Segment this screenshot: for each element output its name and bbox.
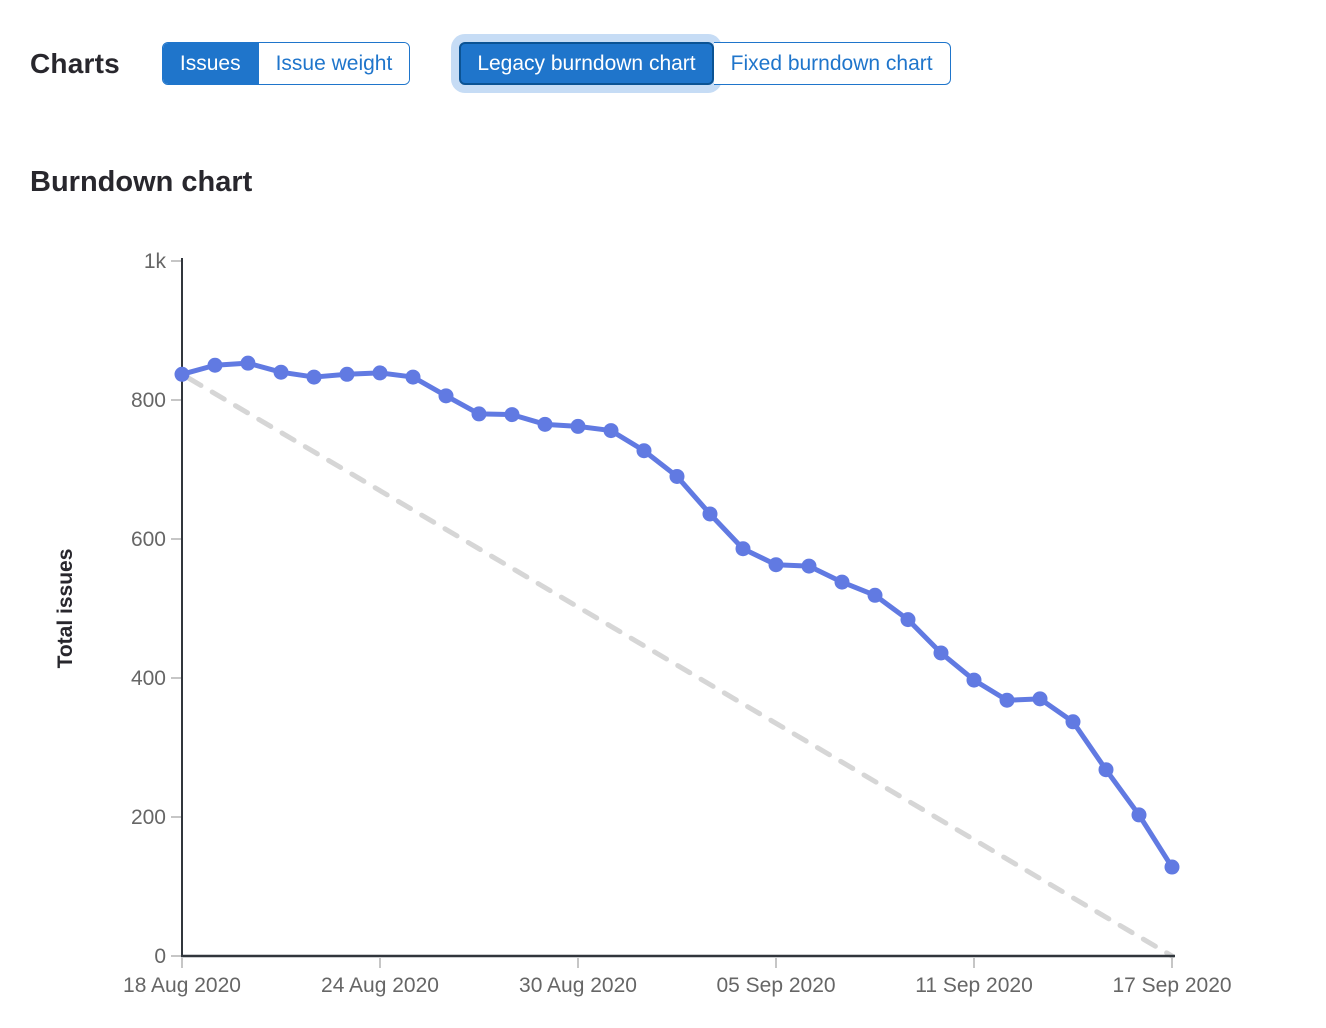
issues-series-line [179,360,1175,870]
charts-label: Charts [30,47,120,79]
issues-data-point[interactable] [735,541,751,557]
y-tick-label: 800 [131,389,166,412]
issues-data-point[interactable] [867,587,883,603]
issues-data-point[interactable] [1164,859,1180,875]
issue-type-toggle-group: Issues Issue weight [161,42,411,85]
issues-data-point[interactable] [372,365,388,381]
burndown-chart: 0 200 400 600 800 1k 18 Aug 2020 24 Aug 2020 30 … [0,238,1326,1028]
issues-data-point[interactable] [702,506,718,522]
issues-data-point[interactable] [405,369,421,385]
toggle-legacy-burndown-button[interactable]: Legacy burndown chart [459,42,714,85]
x-tick-label: 17 Sep 2020 [1112,974,1231,997]
y-tick-label: 600 [131,528,166,551]
issues-data-point[interactable] [834,574,850,590]
issues-data-point[interactable] [768,557,784,573]
issues-data-point[interactable] [339,366,355,382]
y-tick-label: 0 [154,945,166,968]
issues-data-point[interactable] [966,672,982,688]
issues-data-point[interactable] [933,645,949,661]
issues-data-point[interactable] [1098,762,1114,778]
issues-data-point[interactable] [669,468,685,484]
issues-data-point[interactable] [603,423,619,439]
x-tick-label: 18 Aug 2020 [123,974,241,997]
guideline-dashed-line [179,371,1175,959]
y-tick-label: 400 [131,667,166,690]
charts-toolbar: Charts Issues Issue weight Legacy burndo… [30,42,951,85]
issues-data-point[interactable] [900,612,916,628]
x-tick-label: 24 Aug 2020 [321,974,439,997]
issues-data-point[interactable] [1131,807,1147,823]
issues-data-point[interactable] [570,418,586,434]
burndown-type-toggle-group: Legacy burndown chart Fixed burndown cha… [459,42,951,85]
issues-data-point[interactable] [1065,714,1081,730]
issues-data-point[interactable] [240,355,256,371]
burndown-chart-canvas[interactable]: 0 200 400 600 800 1k 18 Aug 2020 24 Aug 2020 30 … [0,238,1326,1028]
issues-data-point[interactable] [207,357,223,373]
toggle-issue-weight-button[interactable]: Issue weight [257,43,410,84]
issues-data-point[interactable] [636,443,652,459]
x-tick-label: 11 Sep 2020 [915,974,1033,997]
y-tick-label: 1k [144,250,167,273]
page-title: Burndown chart [30,166,253,198]
issues-data-point[interactable] [471,406,487,422]
issues-data-point[interactable] [438,388,454,404]
x-tick-label: 05 Sep 2020 [716,974,835,997]
toggle-fixed-burndown-button[interactable]: Fixed burndown chart [713,42,951,85]
y-tick-label: 200 [131,806,166,829]
issues-data-point[interactable] [174,366,190,382]
issues-data-point[interactable] [1032,691,1048,707]
x-tick-label: 30 Aug 2020 [519,974,637,997]
issues-data-point[interactable] [273,364,289,380]
issues-data-point[interactable] [801,558,817,574]
y-axis-title: Total issues [54,549,77,669]
issues-data-point[interactable] [504,407,520,423]
issues-data-point[interactable] [999,692,1015,708]
issues-data-point[interactable] [537,416,553,432]
issues-data-point[interactable] [306,369,322,385]
toggle-issues-button[interactable]: Issues [162,43,258,84]
